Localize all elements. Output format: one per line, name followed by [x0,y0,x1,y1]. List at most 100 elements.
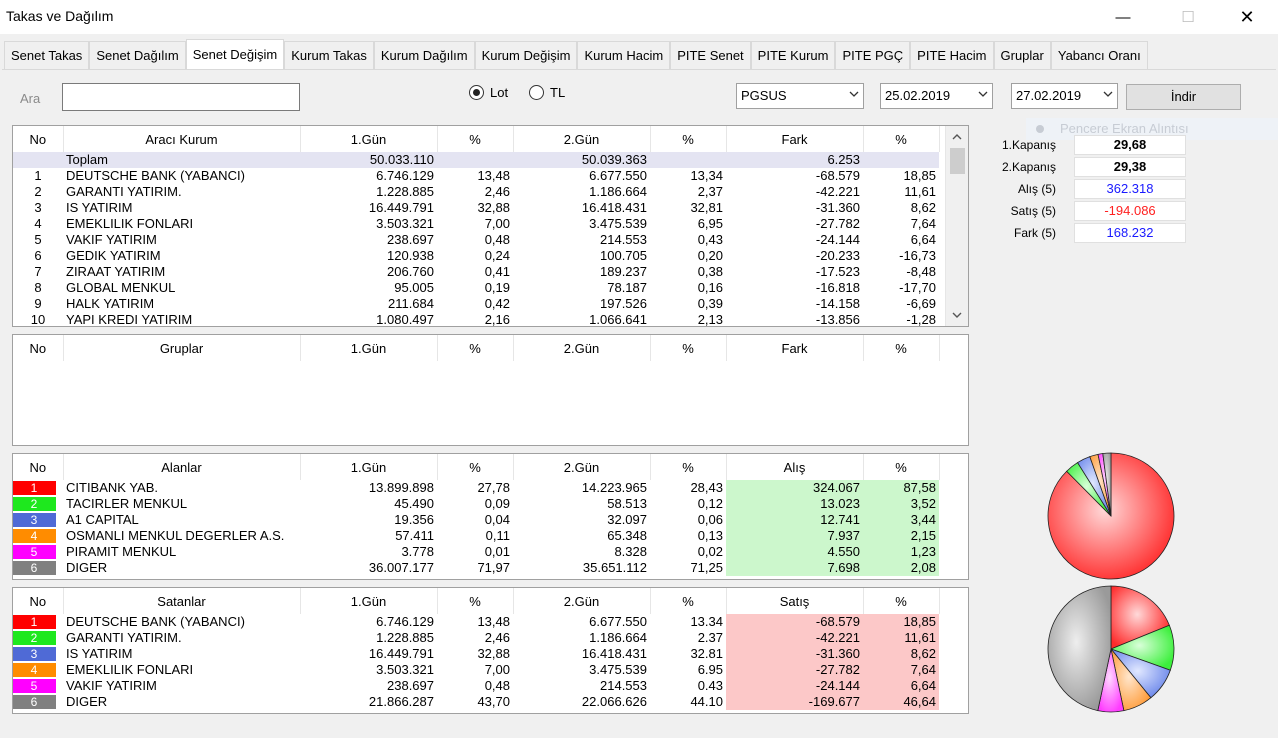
scroll-thumb[interactable] [950,148,965,174]
table-row[interactable]: 5 VAKIF YATIRIM 238.697 0,48 214.553 0,43 -24.… [13,232,939,248]
table-row[interactable]: 2 GARANTI YATIRIM. 1.228.885 2,46 1.186.664 2… [13,184,939,200]
table-row[interactable]: 2 TACIRLER MENKUL 45.490 0,09 58.513 0,12 13.0… [13,496,939,512]
broker-table-scrollbar[interactable] [945,126,968,326]
column-header[interactable]: 2.Gün [513,454,651,480]
column-header[interactable]: % [863,454,940,480]
table-cell: 9 [34,296,42,311]
table-row[interactable]: 1 CITIBANK YAB. 13.899.898 27,78 14.223.965 2… [13,480,939,496]
table-row[interactable]: 3 A1 CAPITAL 19.356 0,04 32.097 0,06 12.741 3,4… [13,512,939,528]
column-header[interactable]: Aracı Kurum [63,126,301,152]
tab-kurum-dağılım[interactable]: Kurum Dağılım [373,41,475,69]
tab-pite-hacim[interactable]: PITE Hacim [910,41,994,69]
sellers-table[interactable]: No Satanlar 1.Gün% 2.Gün% Satış% 1 DEUTSCHE BA… [12,587,969,714]
column-header[interactable]: % [650,454,727,480]
symbol-select[interactable]: PGSUS [736,83,864,109]
column-header[interactable]: 2.Gün [513,335,651,361]
radio-tl-circle[interactable] [529,85,544,100]
table-cell: 95.005 [394,280,434,295]
table-cell: 0,04 [484,512,510,527]
radio-lot[interactable]: Lot [469,85,508,100]
table-cell: 7,00 [484,216,510,231]
total-row[interactable]: Toplam 50.033.110 50.039.363 6.253 [13,152,939,168]
table-row[interactable]: 3 IS YATIRIM 16.449.791 32,88 16.418.431 32,8… [13,200,939,216]
close-button[interactable]: ✕ [1239,6,1255,27]
summary-panel: 1.Kapanış 29,68 2.Kapanış 29,38 Alış (5) 362.… [986,134,1200,244]
column-header[interactable]: Alış [726,454,864,480]
table-row[interactable]: 4 OSMANLI MENKUL DEGERLER A.S. 57.411 0,11 6… [13,528,939,544]
column-header[interactable]: Gruplar [63,335,301,361]
column-header[interactable]: 2.Gün [513,588,651,614]
column-header[interactable]: No [13,588,64,614]
column-header[interactable]: Fark [726,335,864,361]
column-header[interactable]: % [437,588,514,614]
column-header[interactable]: No [13,335,64,361]
column-header[interactable]: 1.Gün [300,126,438,152]
tab-pite-kurum[interactable]: PITE Kurum [750,41,836,69]
table-row[interactable]: 7 ZIRAAT YATIRIM 206.760 0,41 189.237 0,38 -17… [13,264,939,280]
column-header[interactable]: Fark [726,126,864,152]
tab-pite-senet[interactable]: PITE Senet [670,41,751,69]
table-cell: -31.360 [815,200,860,215]
column-header[interactable]: 1.Gün [300,588,438,614]
column-header[interactable]: No [13,126,64,152]
table-row[interactable]: 4 EMEKLILIK FONLARI 3.503.321 7,00 3.475.539… [13,216,939,232]
tab-senet-takas[interactable]: Senet Takas [4,41,90,69]
rank-badge: 3 [13,647,56,661]
start-date-picker[interactable]: 25.02.2019 [880,83,993,109]
column-header[interactable]: No [13,454,64,480]
end-date-picker[interactable]: 27.02.2019 [1011,83,1118,109]
table-row[interactable]: 8 GLOBAL MENKUL 95.005 0,19 78.187 0,16 -16.81… [13,280,939,296]
tab-kurum-takas[interactable]: Kurum Takas [284,41,374,69]
column-header[interactable]: Alanlar [63,454,301,480]
column-header[interactable]: % [650,335,727,361]
tab-kurum-değişim[interactable]: Kurum Değişim [474,41,578,69]
radio-lot-circle[interactable] [469,85,484,100]
download-button[interactable]: İndir [1126,84,1241,110]
groups-table[interactable]: No Gruplar 1.Gün% 2.Gün% Fark% [12,334,969,446]
table-row[interactable]: 10 YAPI KREDI YATIRIM 1.080.497 2,16 1.066.6… [13,312,939,326]
column-header[interactable]: % [650,588,727,614]
buyers-table[interactable]: No Alanlar 1.Gün% 2.Gün% Alış% 1 CITIBANK YAB.… [12,453,969,580]
broker-table[interactable]: No Aracı Kurum 1.Gün% 2.Gün% Fark% Toplam 50.0… [12,125,969,327]
column-header[interactable]: 1.Gün [300,454,438,480]
table-row[interactable]: 2 GARANTI YATIRIM. 1.228.885 2,46 1.186.664 2… [13,630,939,646]
column-header[interactable]: % [437,454,514,480]
table-row[interactable]: 9 HALK YATIRIM 211.684 0,42 197.526 0,39 -14.1… [13,296,939,312]
table-row[interactable]: 5 PIRAMIT MENKUL 3.778 0,01 8.328 0,02 4.550 1,… [13,544,939,560]
table-cell: 1 [13,614,63,630]
table-row[interactable]: 3 IS YATIRIM 16.449.791 32,88 16.418.431 32.8… [13,646,939,662]
tab-senet-dağılım[interactable]: Senet Dağılım [89,41,186,69]
table-cell: 2 [34,184,42,199]
table-row[interactable]: 1 DEUTSCHE BANK (YABANCI) 6.746.129 13,48 6.… [13,168,939,184]
radio-tl[interactable]: TL [529,85,565,100]
table-row[interactable]: 5 VAKIF YATIRIM 238.697 0,48 214.553 0.43 -24.… [13,678,939,694]
column-header[interactable]: Satanlar [63,588,301,614]
column-header[interactable]: % [863,126,940,152]
tab-pite-pgç[interactable]: PITE PGÇ [835,41,911,69]
scroll-up-icon[interactable] [946,128,968,146]
table-row[interactable]: 1 DEUTSCHE BANK (YABANCI) 6.746.129 13,48 6.… [13,614,939,630]
column-header[interactable]: % [437,335,514,361]
tab-kurum-hacim[interactable]: Kurum Hacim [577,41,671,69]
rank-badge: 5 [13,545,56,559]
table-row[interactable]: 4 EMEKLILIK FONLARI 3.503.321 7,00 3.475.539… [13,662,939,678]
column-header[interactable]: 2.Gün [513,126,651,152]
table-cell: 6.746.129 [376,614,434,629]
column-header[interactable]: 1.Gün [300,335,438,361]
column-header[interactable]: % [650,126,727,152]
tab-gruplar[interactable]: Gruplar [993,41,1051,69]
tab-senet-değişim[interactable]: Senet Değişim [185,39,285,69]
table-row[interactable]: 6 DIGER 36.007.177 71,97 35.651.112 71,25 7.69… [13,560,939,576]
minimize-button[interactable]: — [1115,8,1131,26]
scroll-down-icon[interactable] [946,306,968,324]
table-row[interactable]: 6 DIGER 21.866.287 43,70 22.066.626 44.10 -169… [13,694,939,710]
column-header[interactable]: Satış [726,588,864,614]
table-row[interactable]: 6 GEDIK YATIRIM 120.938 0,24 100.705 0,20 -20.… [13,248,939,264]
column-header[interactable]: % [863,335,940,361]
tab-yabancı-oranı[interactable]: Yabancı Oranı [1050,41,1148,69]
maximize-button[interactable]: ☐ [1181,9,1195,26]
column-header[interactable]: % [437,126,514,152]
column-header[interactable]: % [863,588,940,614]
total-cell [650,152,726,168]
search-input[interactable] [62,83,300,111]
